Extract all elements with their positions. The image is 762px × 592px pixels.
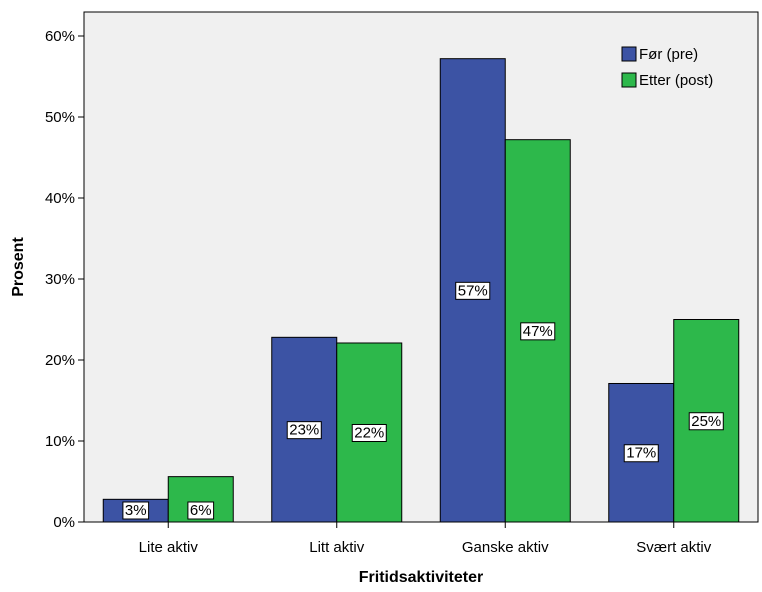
y-tick-label: 40%	[45, 190, 75, 207]
y-tick-label: 50%	[45, 109, 75, 126]
x-axis-title: Fritidsaktiviteter	[359, 569, 483, 586]
data-label-text: 6%	[190, 502, 212, 519]
data-label-text: 23%	[289, 422, 319, 439]
data-label-box	[122, 501, 150, 520]
x-tick-label: Ganske aktiv	[462, 539, 549, 556]
data-label-text: 47%	[523, 323, 553, 340]
legend: Før (pre) Etter (post)	[621, 46, 713, 89]
y-tick-label: 0%	[53, 514, 75, 531]
y-tick-label: 60%	[45, 28, 75, 45]
bars	[102, 58, 740, 523]
legend-label-pre: Før (pre)	[639, 46, 698, 63]
data-label-text: 17%	[626, 445, 656, 462]
data-label-box	[286, 421, 322, 440]
data-label-text: 22%	[354, 424, 384, 441]
data-label: 6%	[187, 501, 215, 520]
y-tick-label: 30%	[45, 271, 75, 288]
data-label: 23%	[286, 421, 322, 440]
data-label: 57%	[455, 281, 491, 300]
legend-label-post: Etter (post)	[639, 72, 713, 89]
data-label: 47%	[520, 322, 556, 341]
x-axis: Lite aktiv Litt aktiv Ganske aktiv Svært ak…	[139, 522, 712, 556]
data-label-box	[351, 423, 387, 442]
x-tick-label: Litt aktiv	[309, 539, 365, 556]
data-label-box	[688, 412, 724, 431]
x-tick-label: Lite aktiv	[139, 539, 199, 556]
data-labels: 3% 6% 23% 22% 57% 47% 17% 25%	[122, 281, 724, 520]
y-axis-title: Prosent	[10, 237, 27, 297]
data-label: 25%	[688, 412, 724, 431]
data-label: 22%	[351, 423, 387, 442]
data-label-box	[623, 444, 659, 463]
y-axis: 0% 10% 20% 30% 40% 50% 60%	[45, 28, 84, 531]
data-label-box	[520, 322, 556, 341]
y-tick-label: 10%	[45, 433, 75, 450]
data-label-box	[187, 501, 215, 520]
data-label-text: 25%	[691, 413, 721, 430]
legend-swatch-post	[621, 72, 637, 88]
data-label-text: 57%	[458, 282, 488, 299]
x-tick-label: Svært aktiv	[636, 539, 712, 556]
legend-swatch-pre	[621, 46, 637, 62]
y-tick-label: 20%	[45, 352, 75, 369]
data-label-box	[455, 281, 491, 300]
data-label: 3%	[122, 501, 150, 520]
data-label-text: 3%	[125, 502, 147, 519]
data-label: 17%	[623, 444, 659, 463]
